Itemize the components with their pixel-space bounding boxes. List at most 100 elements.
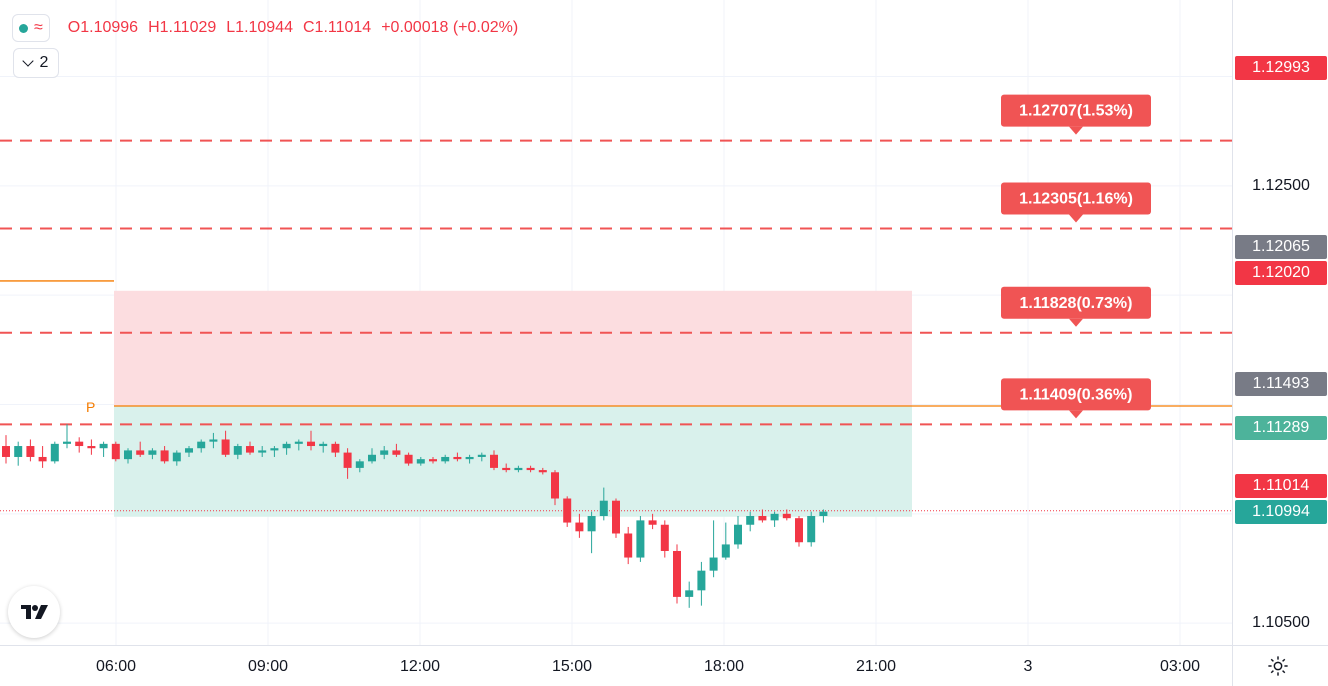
candle-body — [697, 570, 706, 591]
time-tick-label: 18:00 — [703, 658, 745, 675]
candle-body — [587, 516, 596, 532]
take-profit-zone — [114, 406, 912, 517]
candle-body — [307, 441, 315, 447]
price-axis[interactable]: 1.12500 1.10500 1.12993 1.12065 1.12020 1.114… — [1232, 0, 1328, 645]
target-label[interactable]: 1.11409(0.36%) — [1001, 378, 1151, 419]
target-label-text: 1.12305(1.16%) — [1019, 190, 1133, 207]
candle-body — [477, 454, 486, 457]
candle-body — [819, 511, 828, 516]
price-badge: 1.11014 — [1235, 474, 1327, 498]
tradingview-logo[interactable] — [8, 586, 60, 638]
candle-body — [87, 446, 96, 449]
target-label[interactable]: 1.12707(1.53%) — [1001, 94, 1151, 135]
candle-body — [246, 446, 254, 453]
candle-body — [575, 522, 584, 532]
candle-body — [197, 441, 206, 449]
candle-body — [770, 513, 779, 521]
ohlc-legend: ≈ O1.10996 H1.11029 L1.10944 C1.11014 +0… — [12, 14, 518, 42]
market-status-icon[interactable] — [19, 23, 28, 33]
candle-body — [599, 500, 608, 516]
collapse-indicators-button[interactable]: 2 — [13, 48, 59, 78]
chart-pane[interactable]: P 1.12707(1.53%) 1.12305(1.16%) 1.11828(0.7… — [0, 0, 1232, 645]
candle-body — [795, 518, 803, 543]
candle-body — [99, 443, 108, 449]
time-tick-label: 3 — [1023, 658, 1033, 675]
price-badge: 1.11289 — [1235, 416, 1327, 440]
high-value: H1.11029 — [148, 19, 217, 36]
legend-buttons[interactable]: ≈ — [12, 14, 50, 42]
candle-body — [26, 446, 35, 457]
candle-body — [148, 450, 157, 455]
candle-body — [209, 439, 218, 442]
price-badge: 1.12065 — [1235, 235, 1327, 259]
change-value: +0.00018 (+0.02%) — [381, 19, 519, 36]
candle-body — [416, 459, 425, 464]
stop-loss-zone — [114, 290, 912, 407]
target-label-text: 1.12707(1.53%) — [1019, 103, 1133, 120]
close-value: C1.11014 — [303, 19, 372, 36]
time-tick-label: 12:00 — [399, 658, 441, 675]
open-value: O1.10996 — [67, 19, 139, 36]
chart-canvas[interactable]: P 1.12707(1.53%) 1.12305(1.16%) 1.11828(0.7… — [0, 0, 1232, 645]
candle-body — [648, 520, 657, 525]
candle-body — [331, 443, 340, 453]
target-label-text: 1.11828(0.73%) — [1020, 295, 1133, 312]
candle-body — [368, 454, 376, 462]
candle-body — [514, 467, 523, 471]
tv-logo-icon — [21, 605, 48, 619]
candle-body — [343, 452, 352, 468]
candle-body — [282, 443, 291, 449]
low-value: L1.10944 — [226, 19, 293, 36]
candle-body — [14, 446, 23, 457]
candle-body — [551, 472, 559, 499]
candle-body — [721, 544, 730, 558]
candle-body — [404, 454, 413, 464]
price-tick-label: 1.12500 — [1252, 176, 1310, 194]
candle-body — [380, 450, 389, 455]
candle-body — [2, 446, 10, 457]
candle-body — [673, 550, 681, 597]
price-badge: 1.12020 — [1235, 261, 1327, 285]
candle-body — [660, 524, 669, 551]
ohlc-values: O1.10996 H1.11029 L1.10944 C1.11014 +0.0… — [68, 19, 518, 37]
position-marker: P — [86, 399, 95, 415]
candle-body — [758, 516, 767, 521]
candle-body — [612, 500, 620, 534]
price-badge: 1.12993 — [1235, 56, 1327, 80]
indicator-count: 2 — [39, 54, 49, 71]
target-label[interactable]: 1.11828(0.73%) — [1001, 286, 1151, 327]
candle-body — [807, 516, 816, 543]
chevron-down-icon — [21, 55, 34, 67]
candle-body — [38, 456, 47, 462]
time-tick-label: 15:00 — [551, 658, 593, 675]
candle-body — [441, 456, 450, 462]
candle-body — [538, 470, 547, 473]
candle-body — [782, 513, 791, 519]
candle-body — [63, 441, 71, 444]
time-axis[interactable]: 06:00 09:00 12:00 15:00 18:00 21:00 3 03:00 — [0, 645, 1232, 686]
price-badge: 1.11493 — [1235, 372, 1327, 396]
candle-body — [502, 467, 511, 471]
candle-body — [319, 443, 328, 447]
target-label[interactable]: 1.12305(1.16%) — [1001, 182, 1151, 223]
candle-body — [453, 456, 462, 460]
candle-body — [294, 441, 303, 444]
candle-body — [392, 450, 401, 455]
gear-icon[interactable] — [1267, 655, 1289, 677]
candle-body — [136, 450, 145, 455]
candle-body — [709, 557, 718, 571]
candle-body — [526, 467, 535, 471]
target-label-text: 1.11409(0.36%) — [1020, 386, 1133, 403]
wave-icon[interactable]: ≈ — [34, 19, 43, 36]
candle-body — [490, 454, 498, 468]
candle-body — [160, 450, 169, 462]
candle-body — [465, 456, 474, 460]
candle-body — [563, 498, 572, 523]
time-tick-label: 21:00 — [855, 658, 897, 675]
time-tick-label: 09:00 — [247, 658, 289, 675]
candle-body — [221, 439, 230, 455]
candle-body — [429, 459, 437, 462]
candle-body — [636, 520, 645, 558]
price-tick-label: 1.10500 — [1252, 614, 1310, 632]
candle-body — [185, 448, 193, 453]
